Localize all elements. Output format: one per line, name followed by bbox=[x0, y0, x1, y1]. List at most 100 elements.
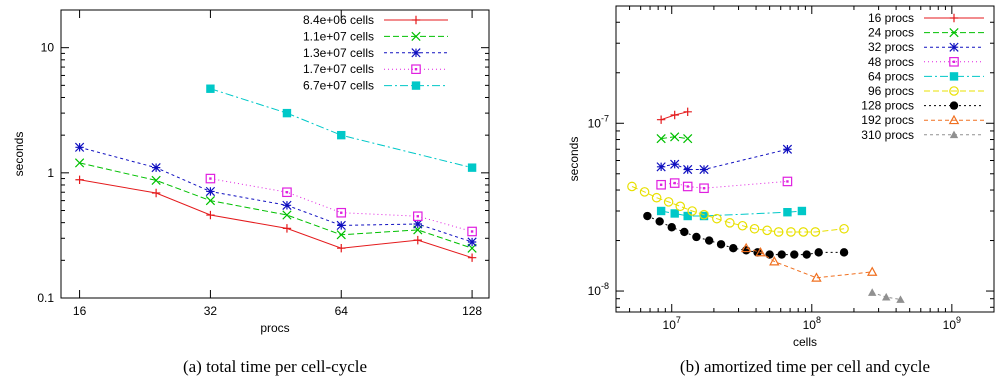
data-point bbox=[716, 240, 726, 249]
series-3 bbox=[205, 173, 477, 237]
series-6 bbox=[643, 211, 849, 259]
data-point bbox=[725, 218, 735, 228]
data-point bbox=[643, 211, 652, 221]
data-point bbox=[896, 295, 905, 303]
data-point bbox=[670, 110, 679, 120]
data-point bbox=[282, 187, 292, 198]
data-point bbox=[682, 181, 693, 192]
data-point bbox=[699, 211, 709, 221]
data-point bbox=[797, 206, 807, 216]
x-axis-label: procs bbox=[260, 321, 289, 335]
data-point bbox=[467, 253, 477, 262]
caption: (a) total time per cell-cycle bbox=[183, 357, 367, 376]
data-point bbox=[749, 223, 760, 234]
series-3 bbox=[656, 176, 793, 194]
data-point bbox=[699, 209, 709, 220]
legend-label: 32 procs bbox=[868, 40, 914, 54]
series-7 bbox=[740, 242, 878, 282]
data-point bbox=[467, 163, 477, 172]
series-line bbox=[661, 210, 802, 217]
legend-marker bbox=[411, 64, 421, 74]
x-tick-label: 64 bbox=[335, 304, 349, 318]
data-point bbox=[729, 244, 738, 253]
data-point bbox=[74, 158, 85, 168]
caption: (b) amortized time per cell and cycle bbox=[680, 357, 930, 376]
legend-marker bbox=[949, 42, 959, 52]
data-point bbox=[683, 107, 692, 117]
data-point bbox=[737, 220, 748, 231]
data-point bbox=[639, 187, 650, 197]
legend-marker bbox=[949, 101, 959, 110]
x-tick-label: 32 bbox=[204, 304, 218, 318]
legend-label: 192 procs bbox=[861, 113, 914, 127]
data-point bbox=[205, 173, 216, 184]
data-point bbox=[651, 192, 662, 203]
data-point bbox=[712, 213, 722, 224]
data-point bbox=[683, 133, 693, 144]
series-0 bbox=[75, 175, 477, 262]
data-point bbox=[670, 159, 680, 169]
data-point bbox=[839, 248, 849, 257]
data-point bbox=[669, 178, 680, 188]
data-point bbox=[467, 226, 477, 237]
data-point bbox=[205, 195, 216, 206]
legend-label: 1.7e+07 cells bbox=[303, 62, 374, 76]
data-point bbox=[467, 237, 477, 247]
legend-marker bbox=[411, 48, 421, 58]
data-point bbox=[740, 242, 752, 253]
data-point bbox=[656, 115, 666, 124]
data-point bbox=[656, 133, 666, 144]
x-tick-label: 109 bbox=[943, 315, 961, 332]
legend-marker bbox=[411, 81, 421, 90]
data-point bbox=[337, 130, 346, 140]
legend-label: 96 procs bbox=[868, 84, 914, 98]
data-point bbox=[656, 206, 666, 216]
data-point bbox=[839, 223, 849, 234]
data-point bbox=[667, 223, 676, 232]
data-point bbox=[282, 210, 292, 220]
series-2 bbox=[656, 144, 793, 175]
y-tick-label: 0.1 bbox=[37, 291, 54, 305]
series-5 bbox=[627, 181, 849, 237]
data-point bbox=[670, 132, 680, 142]
plot-frame bbox=[60, 9, 490, 299]
data-point bbox=[663, 197, 674, 207]
legend-label: 24 procs bbox=[868, 26, 914, 40]
data-point bbox=[868, 288, 877, 296]
data-point bbox=[151, 175, 161, 186]
x-tick-label: 16 bbox=[73, 304, 87, 318]
series-1 bbox=[74, 158, 477, 253]
data-point bbox=[699, 164, 709, 175]
data-point bbox=[786, 227, 796, 237]
y-tick-label: 10 bbox=[41, 41, 55, 55]
data-point bbox=[683, 211, 692, 221]
data-point bbox=[810, 227, 821, 237]
legend-label: 310 procs bbox=[861, 128, 914, 142]
series-line bbox=[631, 186, 845, 233]
y-tick-label: 10-7 bbox=[588, 113, 609, 130]
legend-label: 64 procs bbox=[868, 69, 914, 83]
data-point bbox=[205, 186, 216, 197]
x-tick-label: 108 bbox=[803, 315, 821, 332]
legend-label: 1.1e+07 cells bbox=[303, 29, 374, 43]
x-tick-label: 107 bbox=[663, 315, 681, 332]
series-4 bbox=[656, 206, 807, 221]
data-point bbox=[336, 207, 347, 218]
data-point bbox=[802, 250, 811, 259]
legend-marker bbox=[949, 72, 959, 81]
x-tick-label: 128 bbox=[462, 304, 482, 318]
data-point bbox=[882, 292, 891, 301]
data-point bbox=[866, 266, 878, 276]
series-line bbox=[79, 162, 473, 249]
y-tick-label: 10-8 bbox=[588, 281, 609, 298]
legend-marker bbox=[948, 114, 960, 125]
series-line bbox=[661, 180, 788, 189]
data-point bbox=[687, 206, 697, 216]
legend-label: 48 procs bbox=[868, 55, 914, 69]
x-axis-label: cells bbox=[793, 335, 817, 349]
legend-label: 8.4e+06 cells bbox=[303, 13, 374, 27]
data-point bbox=[683, 164, 693, 175]
data-point bbox=[337, 243, 346, 253]
data-point bbox=[627, 181, 637, 192]
